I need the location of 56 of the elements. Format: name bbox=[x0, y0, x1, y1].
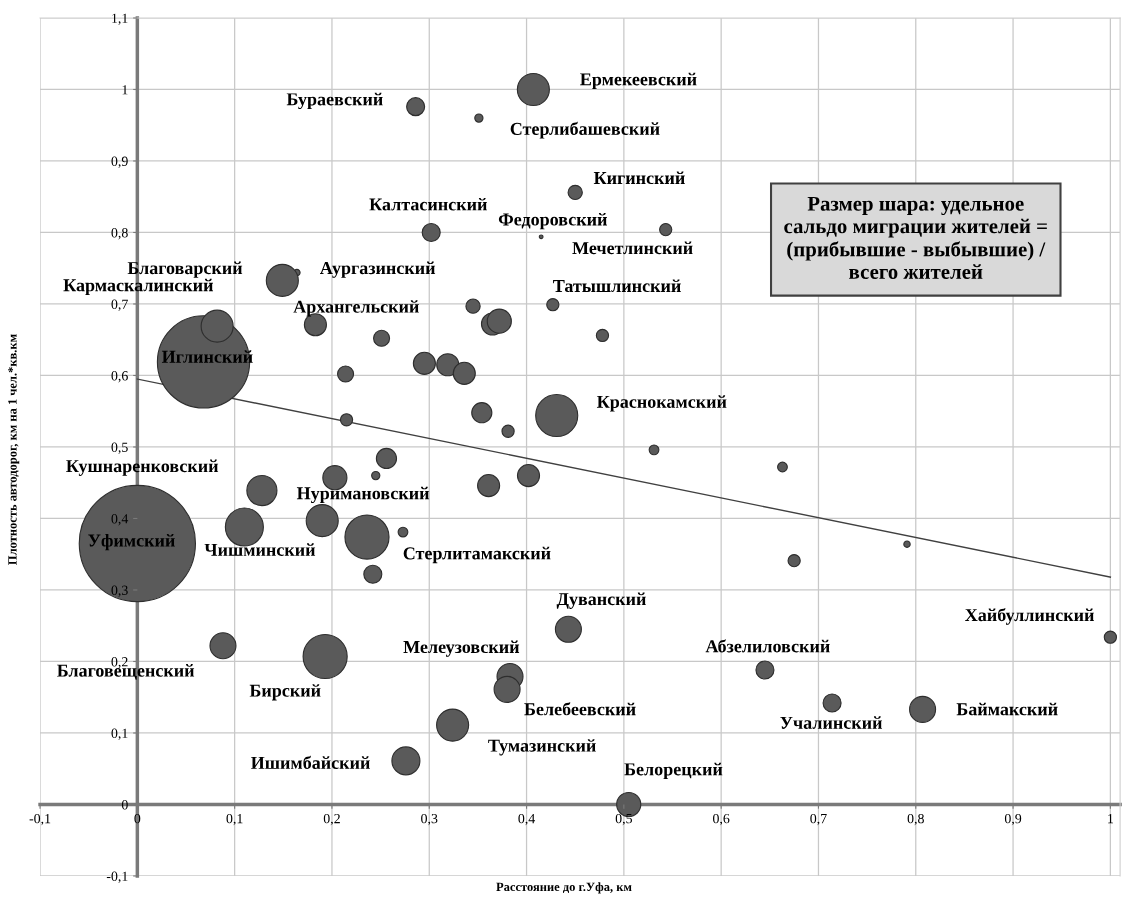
x-tick-label: -0,1 bbox=[29, 813, 51, 826]
y-tick-label: 0,6 bbox=[111, 371, 128, 383]
annotation: Стерлитамакский bbox=[403, 546, 551, 564]
annotation: Размер шара: удельное сальдо миграции жителей = (прибывшие - выбывшие) / всего жителей bbox=[784, 196, 1047, 279]
annotation: Белорецкий bbox=[624, 762, 723, 780]
y-tick-label: 0,3 bbox=[111, 585, 128, 597]
annotation: Федоровский bbox=[498, 212, 607, 230]
annotation: Калтасинский bbox=[369, 197, 487, 211]
annotation: Кигинский bbox=[593, 171, 685, 185]
annotation: Кармаскалинский bbox=[63, 278, 214, 296]
x-tick-label: 0,6 bbox=[713, 813, 730, 826]
annotation: Нуримановский bbox=[296, 486, 430, 504]
y-tick-label: 0 bbox=[121, 800, 128, 810]
y-tick-label: 1 bbox=[122, 85, 128, 95]
x-tick-label: 1 bbox=[1108, 813, 1114, 824]
x-tick-label: 0,9 bbox=[1004, 813, 1022, 826]
y-tick-label: 0,8 bbox=[111, 228, 128, 240]
y-axis-title: Плотность автодорог, км на 1 чел.*кв.км bbox=[8, 334, 20, 565]
annotation: Уфимский bbox=[88, 533, 175, 551]
x-tick-label: 0,4 bbox=[518, 813, 536, 826]
x-tick-label: 0,5 bbox=[615, 813, 632, 826]
annotation: Учалинский bbox=[780, 716, 883, 729]
annotation: Бураевский bbox=[286, 92, 383, 110]
annotation: Дуванский bbox=[556, 592, 646, 609]
y-tick-label: 0,7 bbox=[111, 299, 128, 311]
x-tick-label: 0,1 bbox=[226, 813, 243, 826]
x-tick-label: 0,8 bbox=[907, 813, 924, 826]
x-axis-title: Расстояние до г.Уфа, км bbox=[496, 882, 632, 894]
y-tick-label: 0,9 bbox=[111, 156, 128, 168]
annotation: Тумазинский bbox=[488, 739, 596, 756]
annotation: Белебеевский bbox=[524, 702, 636, 716]
y-tick-label: 0,5 bbox=[111, 442, 128, 454]
x-tick-label: 0,7 bbox=[810, 813, 827, 826]
annotation: Стерлибашевский bbox=[510, 121, 660, 139]
y-tick-label: -0,1 bbox=[106, 871, 128, 883]
x-tick-label: 0,3 bbox=[421, 813, 438, 826]
annotation: Архангельский bbox=[293, 300, 419, 317]
annotation: Аургазинский bbox=[320, 261, 436, 278]
annotation: Татышлинский bbox=[553, 279, 681, 293]
annotation: Кушнаренковский bbox=[66, 459, 219, 476]
annotation: Чишминский bbox=[204, 543, 316, 556]
y-tick-label: 0,4 bbox=[111, 514, 129, 526]
annotation: Благоварский bbox=[127, 261, 243, 278]
annotation: Хайбуллинский bbox=[965, 608, 1094, 625]
annotation: Ермекеевский bbox=[580, 72, 697, 90]
annotation: Абзелиловский bbox=[705, 639, 830, 653]
annotation: Баймакский bbox=[956, 702, 1058, 716]
x-tick-label: 0,2 bbox=[323, 813, 340, 826]
annotation: Мелеузовский bbox=[403, 640, 520, 657]
annotation: Мечетлинский bbox=[572, 241, 693, 255]
y-tick-label: 0,1 bbox=[111, 728, 128, 740]
annotation: Ишимбайский bbox=[251, 755, 370, 769]
annotation: Бирский bbox=[249, 684, 321, 701]
y-tick-label: 1,1 bbox=[112, 13, 128, 25]
annotation: Краснокамский bbox=[596, 395, 727, 412]
x-tick-label: 0 bbox=[134, 813, 141, 824]
